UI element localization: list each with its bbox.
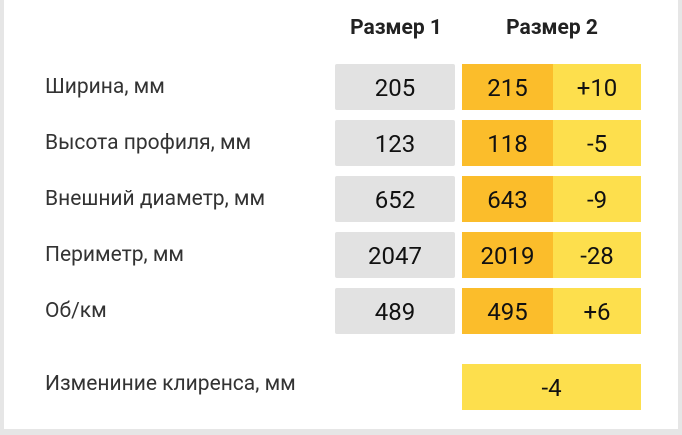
row-label: Внешний диаметр, мм bbox=[45, 187, 266, 211]
difference-value: +6 bbox=[553, 288, 641, 334]
size2-value: 2019 bbox=[462, 232, 553, 278]
column-header: Размер 1 bbox=[350, 16, 442, 40]
clearance-value: -4 bbox=[462, 364, 641, 410]
size1-value: 2047 bbox=[335, 232, 455, 278]
size1-value: 123 bbox=[335, 120, 455, 166]
column-header: Размер 2 bbox=[506, 16, 598, 40]
size2-value: 118 bbox=[462, 120, 553, 166]
size2-value: 215 bbox=[462, 64, 553, 110]
size2-value: 643 bbox=[462, 176, 553, 222]
row-label: Периметр, мм bbox=[45, 243, 185, 267]
row-label: Об/км bbox=[45, 299, 107, 323]
difference-value: -28 bbox=[553, 232, 641, 278]
size1-value: 489 bbox=[335, 288, 455, 334]
difference-value: -9 bbox=[553, 176, 641, 222]
row-label: Измениние клиренса, мм bbox=[45, 372, 296, 396]
size2-value: 495 bbox=[462, 288, 553, 334]
difference-value: +10 bbox=[553, 64, 641, 110]
row-label: Ширина, мм bbox=[45, 75, 165, 99]
size1-value: 652 bbox=[335, 176, 455, 222]
difference-value: -5 bbox=[553, 120, 641, 166]
row-label: Высота профиля, мм bbox=[45, 131, 252, 155]
size1-value: 205 bbox=[335, 64, 455, 110]
